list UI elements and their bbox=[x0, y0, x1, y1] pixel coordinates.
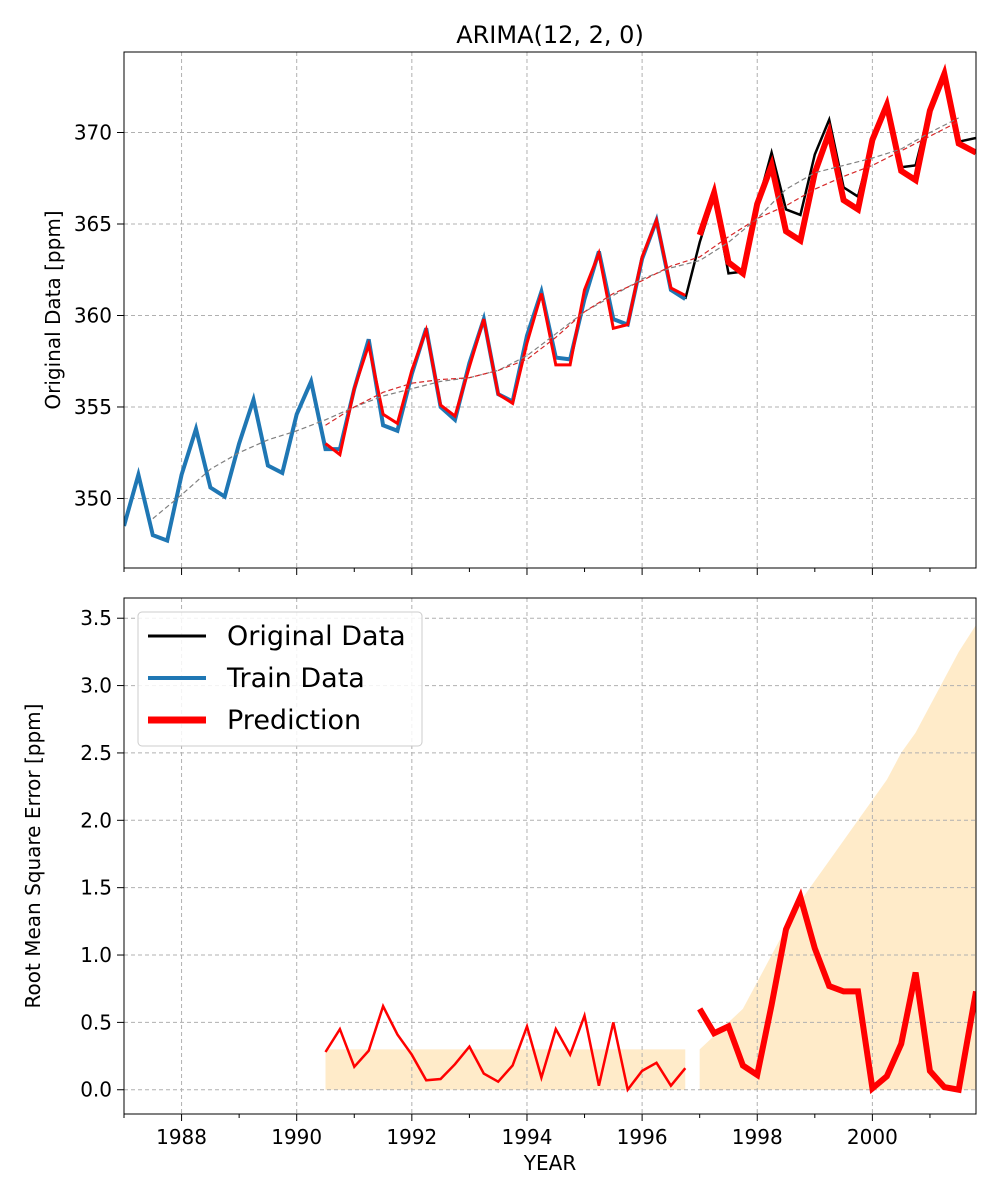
y-tick-label: 0.5 bbox=[80, 1010, 112, 1034]
top-axis-ticks: 350 355 360 365 370 bbox=[74, 121, 931, 575]
series-line-trend-5 bbox=[325, 120, 959, 426]
bottom-y-axis-label: Root Mean Square Error [ppm] bbox=[21, 704, 45, 1009]
series-line-prediction-3 bbox=[696, 63, 976, 279]
bottom-axis-ticks: 1988 1990 1992 1994 1996 1998 2000 0.0 0.5 1.0 1.5… bbox=[80, 606, 931, 1149]
series-line-prediction-0 bbox=[324, 1002, 687, 1093]
y-tick-label: 2.0 bbox=[80, 808, 112, 832]
bottom-chart-panel: 1988 1990 1992 1994 1996 1998 2000 0.0 0.5 1.0 1.5… bbox=[21, 597, 977, 1175]
y-tick-label: 3.0 bbox=[80, 674, 112, 698]
y-tick-label: 3.5 bbox=[80, 606, 112, 630]
y-tick-label: 0.0 bbox=[80, 1078, 112, 1102]
x-tick-label: 1998 bbox=[732, 1125, 783, 1149]
y-tick-label: 350 bbox=[74, 486, 112, 510]
y-tick-label: 360 bbox=[74, 303, 112, 327]
series-line-prediction-2 bbox=[324, 215, 686, 458]
bottom-plot-frame bbox=[123, 597, 977, 1115]
legend-label-prediction: Prediction bbox=[227, 705, 361, 736]
x-tick-label: 1990 bbox=[271, 1125, 322, 1149]
bottom-series-group bbox=[324, 888, 976, 1095]
x-tick-label: 1988 bbox=[156, 1125, 207, 1149]
legend-label-original: Original Data bbox=[227, 621, 406, 652]
chart-title: ARIMA(12, 2, 0) bbox=[456, 21, 644, 49]
y-tick-label: 1.0 bbox=[80, 943, 112, 967]
bottom-gridlines bbox=[124, 598, 976, 1114]
x-tick-label: 1996 bbox=[617, 1125, 668, 1149]
top-chart-panel: ARIMA(12, 2, 0) 350 355 360 365 370 Original… bbox=[41, 21, 977, 575]
x-tick-label: 2000 bbox=[847, 1125, 898, 1149]
y-tick-label: 1.5 bbox=[80, 876, 112, 900]
x-axis-label: YEAR bbox=[523, 1151, 577, 1175]
y-tick-label: 2.5 bbox=[80, 741, 112, 765]
x-tick-label: 1994 bbox=[502, 1125, 553, 1149]
y-tick-label: 355 bbox=[74, 395, 112, 419]
y-tick-label: 370 bbox=[74, 121, 112, 145]
top-series-group bbox=[124, 63, 976, 544]
y-tick-label: 365 bbox=[74, 212, 112, 236]
legend-label-train: Train Data bbox=[226, 663, 365, 694]
legend: Original Data Train Data Prediction bbox=[137, 611, 423, 747]
series-line-prediction-1 bbox=[697, 888, 976, 1095]
top-plot-frame bbox=[123, 51, 977, 569]
x-tick-label: 1992 bbox=[386, 1125, 437, 1149]
top-y-axis-label: Original Data [ppm] bbox=[41, 210, 65, 409]
error-band-2 bbox=[699, 624, 976, 1090]
legend-box bbox=[137, 611, 423, 747]
series-line-trend-4 bbox=[152, 117, 959, 520]
